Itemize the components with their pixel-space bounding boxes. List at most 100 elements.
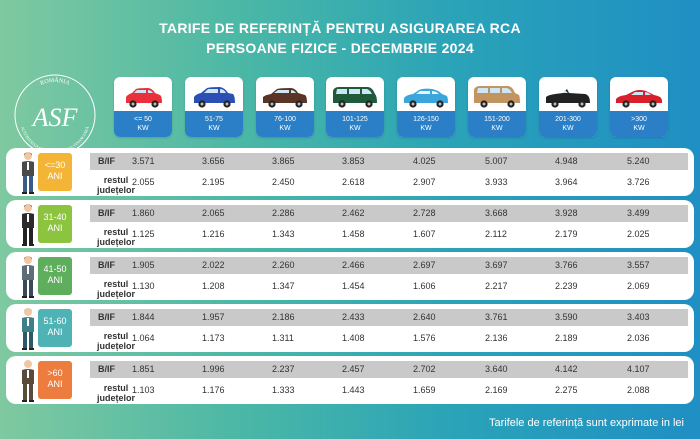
rest-value: 2.195 (202, 177, 225, 187)
bif-row-stripe (90, 361, 688, 378)
bif-value: 1.851 (132, 364, 155, 374)
bif-value: 3.853 (342, 156, 365, 166)
car-category-card: 201-300 KW (539, 77, 597, 137)
sedan-car-icon (260, 83, 310, 109)
rest-value: 1.173 (202, 333, 225, 343)
man-icon (18, 254, 38, 298)
kw-unit: KW (349, 125, 361, 132)
rest-value: 1.311 (272, 333, 294, 343)
car-category-card: 151-200 KW (468, 77, 526, 137)
rest-label: restul județelor (90, 383, 142, 403)
age-range: 51-60 (43, 316, 67, 326)
bif-value: 2.186 (272, 312, 295, 322)
rest-value: 2.450 (272, 177, 295, 187)
bif-value: 2.022 (202, 260, 225, 270)
rest-value: 2.112 (485, 229, 507, 239)
logo-initials: ASF (31, 103, 79, 132)
rest-value: 1.458 (342, 229, 365, 239)
compact-car-icon (189, 83, 239, 109)
bif-value: 2.697 (413, 260, 436, 270)
rest-label-line-1: restul (103, 383, 129, 393)
young-man-icon (18, 150, 38, 194)
bif-value: 1.905 (132, 260, 155, 270)
rest-label-line-1: restul (103, 331, 129, 341)
age-badge: 41-50 ANI (38, 257, 72, 295)
rest-value: 1.607 (413, 229, 436, 239)
kw-range: 201-300 (555, 116, 581, 123)
kw-unit: KW (137, 125, 149, 132)
rest-label-line-2: județelor (96, 393, 135, 403)
rest-value: 1.125 (132, 229, 155, 239)
rest-label-line-2: județelor (96, 341, 135, 351)
rest-value: 1.408 (342, 333, 365, 343)
bif-value: 2.702 (413, 364, 436, 374)
rest-value: 1.333 (272, 385, 295, 395)
age-group-row: 51-60 ANI B/IF restul județelor 1.844 1.957 2.1… (6, 304, 694, 352)
rest-label: restul județelor (90, 331, 142, 351)
small-hatchback-car-icon (118, 83, 168, 109)
rest-value: 1.130 (132, 281, 155, 291)
kw-unit: KW (633, 125, 645, 132)
bif-value: 1.844 (132, 312, 155, 322)
bif-row-stripe (90, 153, 688, 170)
bif-value: 1.860 (132, 208, 155, 218)
bif-value: 3.499 (627, 208, 650, 218)
rest-value: 1.454 (342, 281, 365, 291)
bif-value: 2.640 (413, 312, 436, 322)
title-line-1: TARIFE DE REFERINȚĂ PENTRU ASIGURAREA RC… (159, 20, 521, 36)
age-badge: 31-40 ANI (38, 205, 72, 243)
page-title: TARIFE DE REFERINȚĂ PENTRU ASIGURAREA RC… (150, 18, 530, 58)
age-group-row: 41-50 ANI B/IF restul județelor 1.905 2.022 2.2… (6, 252, 694, 300)
bif-label: B/IF (98, 312, 115, 322)
kw-unit: KW (562, 125, 574, 132)
rest-value: 2.136 (485, 333, 508, 343)
kw-range-label: >300 KW (610, 111, 668, 137)
kw-unit: KW (420, 125, 432, 132)
kw-unit: KW (208, 125, 220, 132)
bif-value: 1.996 (202, 364, 225, 374)
rest-value: 2.618 (342, 177, 365, 187)
bif-value: 3.697 (485, 260, 508, 270)
rest-value: 2.217 (485, 281, 508, 291)
bif-value: 3.403 (627, 312, 650, 322)
rest-value: 1.216 (202, 229, 225, 239)
bif-value: 5.007 (485, 156, 508, 166)
bif-label: B/IF (98, 364, 115, 374)
bif-value: 2.260 (272, 260, 295, 270)
title-line-2: PERSOANE FIZICE - DECEMBRIE 2024 (206, 40, 474, 56)
age-unit: ANI (47, 275, 63, 285)
kw-range-label: <= 50 KW (114, 111, 172, 137)
bif-value: 3.766 (555, 260, 578, 270)
convertible-car-icon (543, 83, 593, 109)
car-category-card: 51-75 KW (185, 77, 243, 137)
age-badge: >60 ANI (38, 361, 72, 399)
kw-range-label: 76-100 KW (256, 111, 314, 137)
bif-label: B/IF (98, 260, 115, 270)
age-group-row: >60 ANI B/IF restul județelor 1.851 1.996 2.237… (6, 356, 694, 404)
age-unit: ANI (47, 379, 63, 389)
rest-value: 2.189 (555, 333, 578, 343)
age-group-row: 31-40 ANI B/IF restul județelor 1.860 2.065 2.2… (6, 200, 694, 248)
rest-value: 2.169 (485, 385, 508, 395)
car-category-card: 126-150 KW (397, 77, 455, 137)
rest-value: 1.103 (132, 385, 155, 395)
car-category-card: >300 KW (610, 77, 668, 137)
kw-range-label: 201-300 KW (539, 111, 597, 137)
coupe-car-icon (401, 83, 451, 109)
bif-value: 2.286 (272, 208, 295, 218)
sports-car-icon (614, 83, 664, 109)
svg-text:ROMÂNIA: ROMÂNIA (40, 76, 71, 87)
kw-range: >300 (631, 116, 647, 123)
bif-value: 3.761 (485, 312, 508, 322)
bif-value: 3.640 (485, 364, 508, 374)
bif-row-stripe (90, 257, 688, 274)
bif-value: 1.957 (202, 312, 225, 322)
rest-label: restul județelor (90, 175, 142, 195)
bif-value: 3.928 (555, 208, 578, 218)
logo-country: ROMÂNIA (40, 76, 71, 87)
rest-value: 1.208 (202, 281, 225, 291)
rest-label-line-1: restul (103, 227, 129, 237)
rest-label: restul județelor (90, 227, 142, 247)
rest-label-line-2: județelor (96, 185, 135, 195)
bif-label: B/IF (98, 156, 115, 166)
